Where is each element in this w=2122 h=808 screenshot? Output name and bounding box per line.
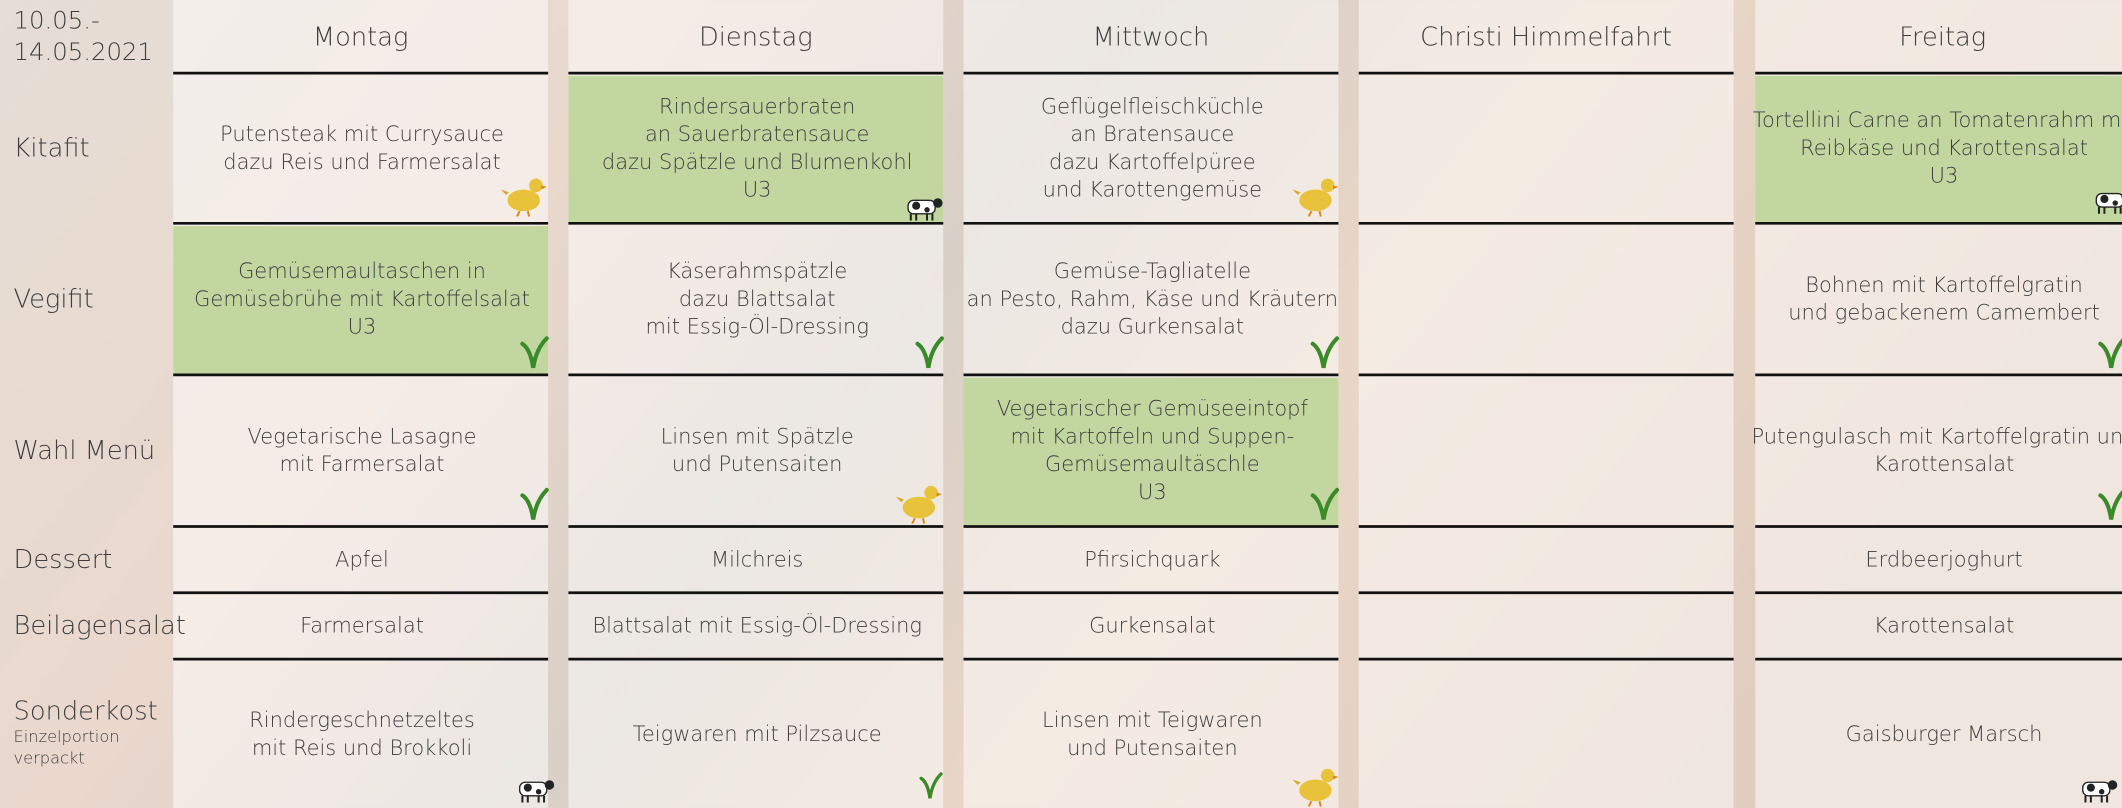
dish-line: Putengulasch mit Kartoffelgratin und: [1751, 424, 2122, 448]
row-sublabel: Einzelportion: [14, 727, 120, 746]
dish-line: Gemüsebrühe mit Kartoffelsalat: [194, 287, 530, 311]
dish-line: Farmersalat: [300, 614, 424, 638]
dish-line: dazu Reis und Farmersalat: [223, 150, 500, 174]
dish-line: dazu Blattsalat: [679, 287, 836, 311]
dish-line: und gebackenem Camembert: [1788, 301, 2100, 325]
day-header: Montag: [313, 22, 408, 52]
dish-line: Bohnen mit Kartoffelgratin: [1805, 273, 2083, 297]
dish-line: Putensteak mit Currysauce: [220, 122, 504, 146]
row-label: Wahl Menü: [14, 436, 156, 466]
dish-line: Gaisburger Marsch: [1846, 722, 2043, 746]
dish-line: Käserahmspätzle: [667, 259, 847, 283]
row-label: Kitafit: [14, 133, 90, 163]
dish-line: mit Essig-Öl-Dressing: [645, 313, 868, 339]
week-date: 10.05.-: [14, 6, 100, 35]
dish-line: Tortellini Carne an Tomatenrahm mit: [1753, 108, 2122, 132]
highlight-cell: [568, 75, 944, 222]
highlight-cell: [963, 377, 1339, 526]
dish-line: Milchreis: [711, 547, 803, 571]
dish-line: Gemüse-Tagliatelle: [1054, 259, 1251, 283]
dish-line: dazu Kartoffelpüree: [1049, 150, 1256, 174]
dish-line: Rindersauerbraten: [659, 94, 855, 118]
dish-line: Apfel: [335, 547, 389, 571]
dish-line: und Karottengemüse: [1043, 178, 1262, 202]
dish-line: Karottensalat: [1874, 614, 2015, 638]
column-background: [173, 0, 549, 808]
dish-line: dazu Gurkensalat: [1061, 315, 1245, 339]
week-date: 14.05.2021: [14, 37, 153, 66]
day-header: Dienstag: [699, 22, 813, 52]
dish-line: Gemüsemaultaschen in: [238, 259, 486, 283]
dish-line: Vegetarische Lasagne: [248, 424, 477, 448]
dish-line: Blattsalat mit Essig-Öl-Dressing: [592, 612, 922, 638]
highlight-cell: [173, 226, 549, 374]
highlight-cell: [1755, 75, 2122, 222]
dish-line: Rindergeschnetzeltes: [249, 708, 475, 732]
dish-line: Teigwaren mit Pilzsauce: [633, 722, 882, 746]
dish-line: und Putensaiten: [1067, 736, 1238, 760]
dish-line: mit Farmersalat: [280, 452, 445, 476]
dish-line: an Sauerbratensauce: [645, 122, 869, 146]
dish-line: Reibkäse und Karottensalat: [1800, 136, 2088, 160]
dish-line: Pfirsichquark: [1084, 547, 1220, 571]
day-header: Mittwoch: [1093, 22, 1210, 52]
dish-line: Linsen mit Teigwaren: [1042, 708, 1263, 732]
dish-line: U3: [1930, 164, 1959, 188]
dish-line: Karottensalat: [1874, 452, 2015, 476]
row-sublabel: verpackt: [14, 749, 85, 768]
row-label: Dessert: [14, 545, 113, 575]
dish-line: U3: [743, 178, 772, 202]
dish-line: Geflügelfleischküchle: [1041, 94, 1264, 118]
dish-line: an Pesto, Rahm, Käse und Kräutern: [967, 287, 1338, 311]
row-label: Beilagensalat: [14, 611, 186, 641]
dish-line: Vegetarischer Gemüseeintopf: [997, 397, 1309, 421]
dish-line: mit Reis und Brokkoli: [252, 736, 472, 760]
column-background: [1358, 0, 1734, 808]
dish-line: U3: [1138, 480, 1167, 504]
row-label: Sonderkost: [14, 696, 158, 726]
dish-line: Linsen mit Spätzle: [661, 424, 854, 448]
dish-line: und Putensaiten: [672, 452, 843, 476]
row-label: Vegifit: [14, 284, 94, 314]
dish-line: Gurkensalat: [1089, 614, 1215, 638]
day-header: Freitag: [1899, 22, 1986, 52]
grid: 10.05.-14.05.2021 Montag Dienstag Mittwoch C…: [14, 0, 2122, 808]
dish-line: Erdbeerjoghurt: [1865, 547, 2022, 571]
dish-line: dazu Spätzle und Blumenkohl: [602, 150, 913, 174]
dish-line: U3: [348, 315, 377, 339]
dish-line: mit Kartoffeln und Suppen-: [1010, 424, 1294, 448]
dish-line: Gemüsemaultäschle: [1045, 452, 1260, 476]
day-header: Christi Himmelfahrt: [1420, 22, 1672, 52]
dish-line: an Bratensauce: [1070, 122, 1234, 146]
